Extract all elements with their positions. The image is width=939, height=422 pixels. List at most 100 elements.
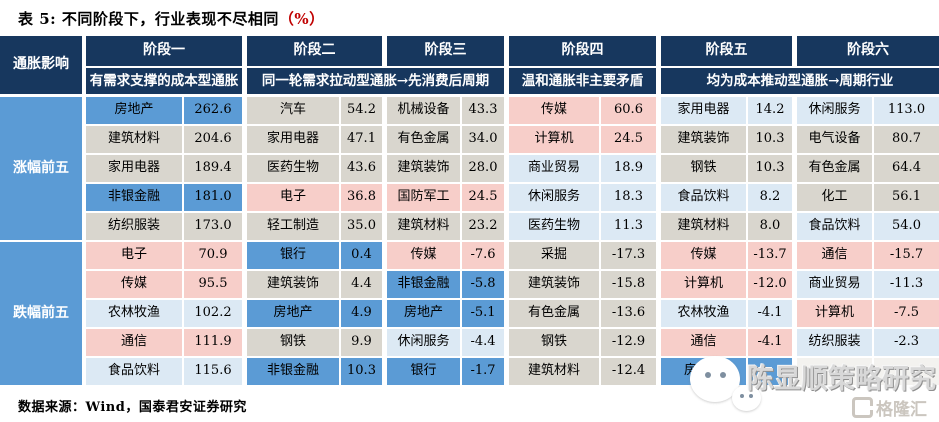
industry-cell: 银行 bbox=[247, 242, 341, 269]
value-cell: -12.9 bbox=[601, 329, 656, 356]
industry-cell: 建筑装饰 bbox=[509, 271, 601, 298]
wechat-icon bbox=[690, 356, 740, 402]
table-row: 通信 111.9 钢铁 9.9 休闲服务 -4.4 钢铁 -12.9 通信 -4.1 纺织服装 -2.… bbox=[86, 329, 939, 356]
value-cell: 262.6 bbox=[184, 97, 242, 124]
stage-header-5: 阶段五 bbox=[661, 36, 792, 66]
industry-cell: 有色金属 bbox=[797, 155, 874, 182]
industry-cell: 计算机 bbox=[509, 126, 601, 153]
industry-cell: 传媒 bbox=[387, 242, 462, 269]
value-cell: 14.2 bbox=[748, 97, 792, 124]
value-cell: -17.3 bbox=[601, 242, 656, 269]
industry-cell: 机械设备 bbox=[387, 97, 462, 124]
gelonghui-logo-text: 格隆汇 bbox=[876, 400, 927, 419]
wechat-icon-eye bbox=[720, 372, 726, 378]
table-body: 阶段一 阶段二 阶段三 阶段四 阶段五 阶段六 有需求支撑的成本型通胀 同一轮需… bbox=[86, 36, 939, 387]
stage-subheader-1: 有需求支撑的成本型通胀 bbox=[86, 68, 242, 94]
stage-subheader-row: 有需求支撑的成本型通胀 同一轮需求拉动型通胀→先消费后周期 温和通胀非主要矛盾 … bbox=[86, 68, 939, 94]
value-cell: -7.6 bbox=[462, 242, 504, 269]
industry-cell: 食品饮料 bbox=[797, 213, 874, 240]
value-cell: 10.3 bbox=[341, 358, 382, 385]
value-cell: 4.4 bbox=[341, 271, 382, 298]
industry-cell: 传媒 bbox=[86, 271, 184, 298]
industry-cell: 钢铁 bbox=[247, 329, 341, 356]
value-cell: -15.8 bbox=[601, 271, 656, 298]
industry-cell: 非银金融 bbox=[247, 358, 341, 385]
value-cell: 173.0 bbox=[184, 213, 242, 240]
value-cell: 43.6 bbox=[341, 155, 382, 182]
value-cell: 115.6 bbox=[184, 358, 242, 385]
industry-cell: 银行 bbox=[387, 358, 462, 385]
industry-cell: 建筑材料 bbox=[661, 213, 748, 240]
row-group-label-gainers: 涨幅前五 bbox=[0, 97, 82, 240]
table-row: 房地产 262.6 汽车 54.2 机械设备 43.3 传媒 60.6 家用电器 14.2 休闲服务… bbox=[86, 97, 939, 124]
industry-cell: 建筑装饰 bbox=[247, 271, 341, 298]
value-cell: 23.2 bbox=[462, 213, 504, 240]
value-cell: -15.7 bbox=[874, 242, 939, 269]
value-cell: 8.0 bbox=[748, 213, 792, 240]
corner-header: 通胀影响 bbox=[0, 36, 82, 94]
industry-cell: 食品饮料 bbox=[661, 184, 748, 211]
value-cell: 10.3 bbox=[748, 155, 792, 182]
industry-cell: 房地产 bbox=[387, 300, 462, 327]
table-row: 农林牧渔 102.2 房地产 4.9 房地产 -5.1 有色金属 -13.6 农林牧渔 -4.1 计… bbox=[86, 300, 939, 327]
industry-cell: 房地产 bbox=[247, 300, 341, 327]
industry-cell bbox=[797, 358, 874, 385]
industry-cell: 钢铁 bbox=[661, 155, 748, 182]
value-cell: 64.4 bbox=[874, 155, 939, 182]
industry-cell: 计算机 bbox=[661, 271, 748, 298]
industry-cell: 农林牧渔 bbox=[661, 300, 748, 327]
stage-header-2: 阶段二 bbox=[247, 36, 382, 66]
industry-cell: 采掘 bbox=[509, 242, 601, 269]
industry-cell: 计算机 bbox=[797, 300, 874, 327]
value-cell: 18.9 bbox=[601, 155, 656, 182]
stage-header-4: 阶段四 bbox=[509, 36, 656, 66]
industry-cell: 轻工制造 bbox=[247, 213, 341, 240]
data-source: 数据来源：Wind，国泰君安证券研究 bbox=[18, 400, 247, 415]
value-cell: 102.2 bbox=[184, 300, 242, 327]
value-cell: 70.9 bbox=[184, 242, 242, 269]
value-cell: 4.9 bbox=[341, 300, 382, 327]
table-title: 表 5: 不同阶段下，行业表现不尽相同（%） bbox=[0, 0, 939, 36]
industry-cell: 食品饮料 bbox=[86, 358, 184, 385]
value-cell: -13.6 bbox=[601, 300, 656, 327]
value-cell: 189.4 bbox=[184, 155, 242, 182]
industry-cell: 家用电器 bbox=[247, 126, 341, 153]
value-cell: -5.1 bbox=[462, 300, 504, 327]
industry-cell: 休闲服务 bbox=[387, 329, 462, 356]
stage-header-1: 阶段一 bbox=[86, 36, 242, 66]
wechat-icon-small bbox=[732, 385, 761, 411]
industry-cell: 传媒 bbox=[509, 97, 601, 124]
industry-cell: 通信 bbox=[797, 242, 874, 269]
value-cell: 111.9 bbox=[184, 329, 242, 356]
industry-cell: 建筑装饰 bbox=[387, 155, 462, 182]
value-cell: 11.3 bbox=[601, 213, 656, 240]
industry-cell: 非银金融 bbox=[86, 184, 184, 211]
industry-cell: 建筑材料 bbox=[86, 126, 184, 153]
table-row: 纺织服装 173.0 轻工制造 35.0 建筑材料 23.2 医药生物 11.3 建筑材料 8.0… bbox=[86, 213, 939, 240]
stage-subheader-5-6: 均为成本推动型通胀→周期行业 bbox=[661, 68, 939, 94]
value-cell: 36.8 bbox=[341, 184, 382, 211]
value-cell: 35.0 bbox=[341, 213, 382, 240]
stage-header-6: 阶段六 bbox=[797, 36, 939, 66]
industry-cell: 商业贸易 bbox=[509, 155, 601, 182]
industry-cell: 家用电器 bbox=[661, 97, 748, 124]
value-cell bbox=[748, 358, 792, 385]
industry-cell: 医药生物 bbox=[509, 213, 601, 240]
industry-cell: 有色金属 bbox=[387, 126, 462, 153]
industry-cell: 化工 bbox=[797, 184, 874, 211]
industry-cell: 非银金融 bbox=[387, 271, 462, 298]
wechat-icon-eye bbox=[705, 372, 711, 378]
value-cell: 54.0 bbox=[874, 213, 939, 240]
value-cell: 60.6 bbox=[601, 97, 656, 124]
value-cell: 54.2 bbox=[341, 97, 382, 124]
value-cell: -2.3 bbox=[874, 329, 939, 356]
stage-subheader-2-3: 同一轮需求拉动型通胀→先消费后周期 bbox=[247, 68, 504, 94]
value-cell: 56.1 bbox=[874, 184, 939, 211]
value-cell: 95.5 bbox=[184, 271, 242, 298]
stage-subheader-4: 温和通胀非主要矛盾 bbox=[509, 68, 656, 94]
industry-cell: 电气设备 bbox=[797, 126, 874, 153]
industry-cell: 农林牧渔 bbox=[86, 300, 184, 327]
table-title-text: 表 5: 不同阶段下，行业表现不尽相同 bbox=[18, 10, 279, 28]
value-cell: -12.0 bbox=[748, 271, 792, 298]
industry-cell: 休闲服务 bbox=[509, 184, 601, 211]
